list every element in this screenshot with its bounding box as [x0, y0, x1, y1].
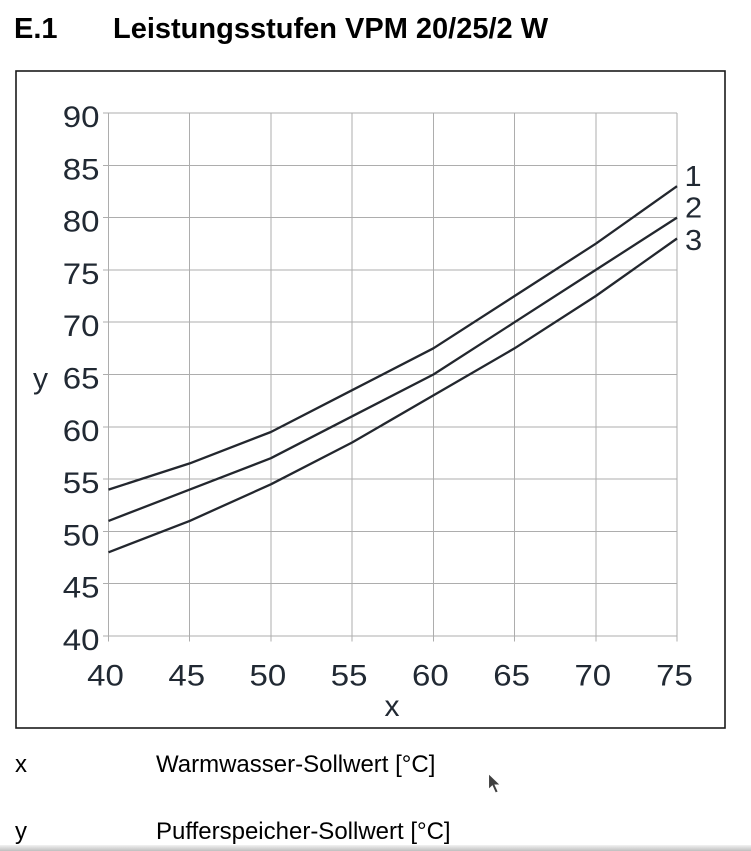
svg-text:40: 40	[87, 658, 124, 692]
svg-text:75: 75	[63, 256, 100, 290]
svg-text:80: 80	[63, 204, 100, 238]
svg-text:60: 60	[63, 413, 100, 447]
svg-text:55: 55	[63, 466, 100, 500]
svg-text:2: 2	[685, 193, 702, 225]
svg-text:70: 70	[63, 309, 100, 343]
svg-text:x: x	[385, 690, 400, 723]
svg-text:75: 75	[656, 658, 693, 692]
svg-text:55: 55	[331, 658, 368, 692]
svg-text:85: 85	[63, 152, 100, 186]
svg-text:50: 50	[63, 518, 100, 552]
svg-text:y: y	[33, 363, 48, 396]
svg-text:3: 3	[685, 225, 702, 257]
svg-text:45: 45	[63, 570, 100, 604]
svg-text:70: 70	[574, 658, 611, 692]
svg-text:45: 45	[168, 658, 205, 692]
svg-text:40: 40	[63, 622, 100, 656]
svg-text:60: 60	[412, 658, 449, 692]
svg-text:65: 65	[493, 658, 530, 692]
svg-text:50: 50	[250, 658, 287, 692]
svg-text:65: 65	[63, 361, 100, 395]
svg-text:1: 1	[685, 161, 702, 193]
svg-text:90: 90	[63, 99, 100, 133]
